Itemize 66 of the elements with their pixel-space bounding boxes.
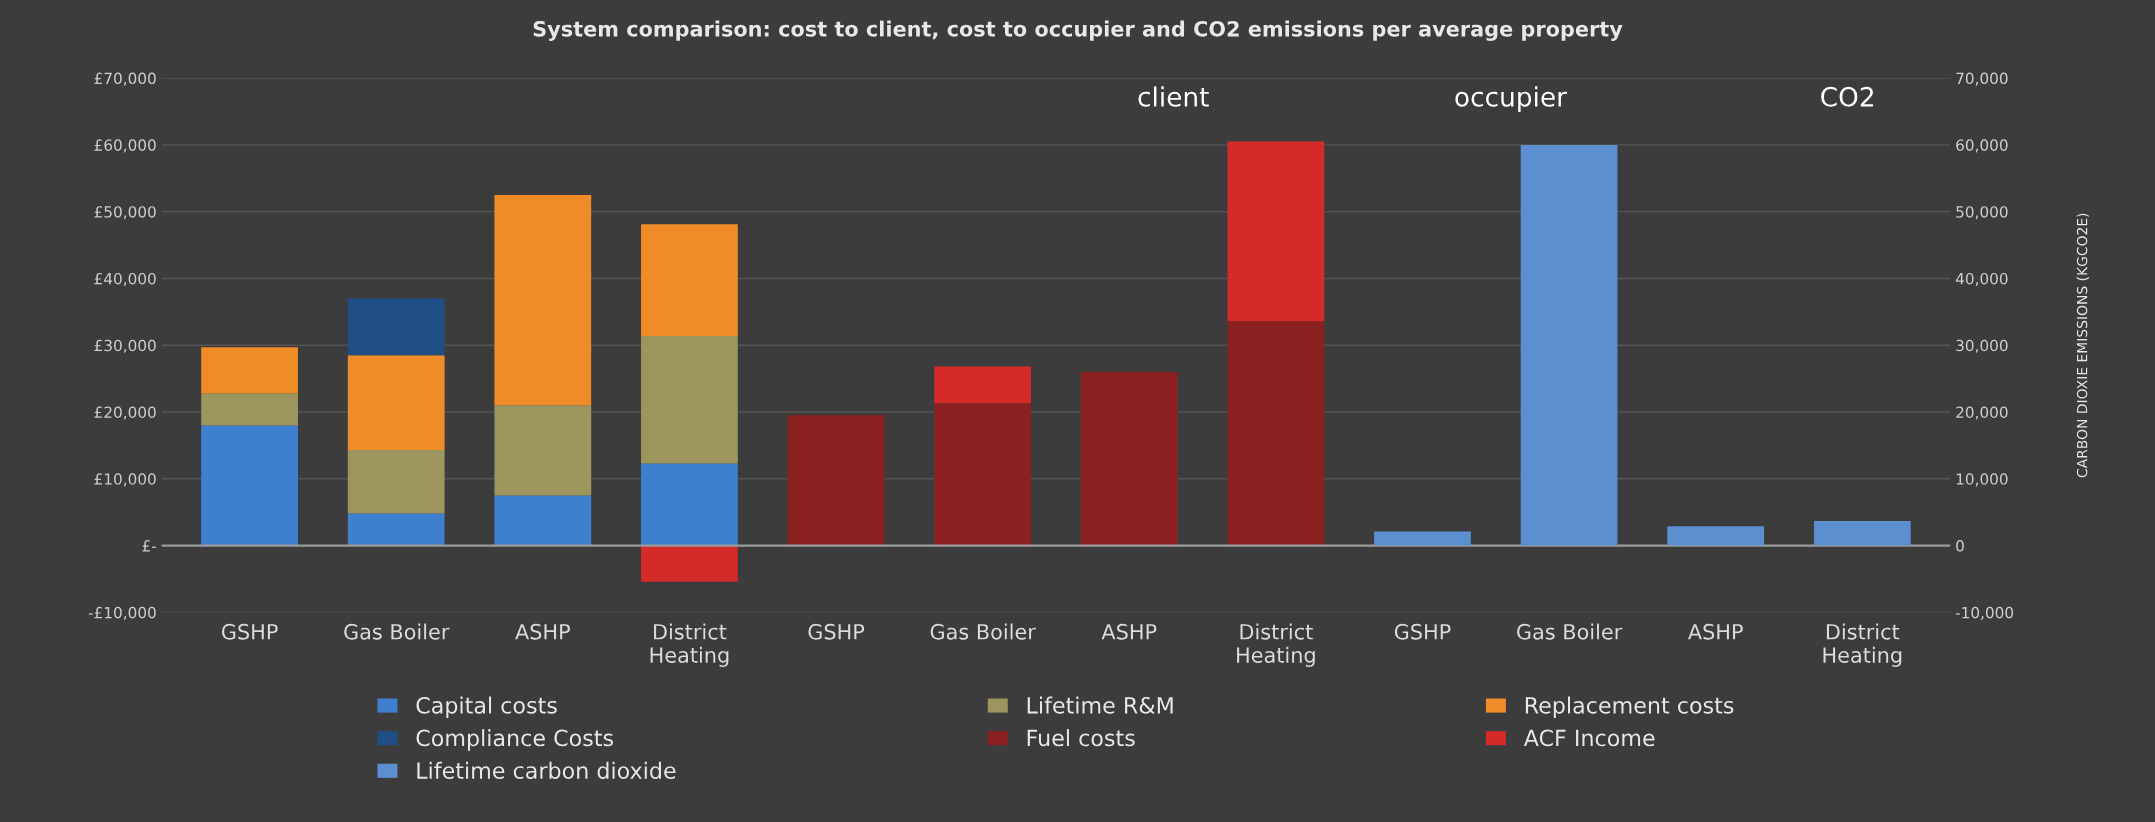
bar	[347, 450, 445, 514]
bar	[1374, 531, 1471, 546]
x-tick-label: GSHP	[221, 623, 278, 640]
y2-axis-title: CARBON DIOXIE EMISSIONS (KGCO2E)	[2076, 213, 2089, 478]
bar	[934, 403, 1032, 546]
x-tick-label: Gas Boiler	[344, 623, 450, 640]
bar	[641, 545, 738, 582]
bar	[201, 425, 298, 546]
y2-tick-label: 20,000	[1956, 406, 2008, 420]
legend-label: Lifetime R&M	[1027, 696, 1173, 714]
y-tick-label: -£10,000	[88, 606, 156, 620]
bar	[494, 194, 592, 406]
bar	[934, 366, 1032, 404]
x-tick-label: GSHP	[1394, 623, 1451, 640]
legend-label: Compliance Costs	[416, 729, 613, 751]
annotation: occupier	[1455, 86, 1567, 112]
x-tick-label: ASHP	[515, 623, 570, 640]
y-tick-label: £20,000	[94, 406, 156, 420]
bar	[1227, 321, 1325, 546]
bar	[1520, 144, 1618, 546]
y2-tick-label: 30,000	[1956, 339, 2008, 353]
annotation: CO2	[1821, 86, 1873, 107]
bar	[641, 224, 738, 336]
y-tick-label: £-	[142, 540, 157, 552]
y-tick-label: £50,000	[94, 206, 156, 220]
y2-tick-label: -10,000	[1955, 606, 2014, 620]
bar	[641, 335, 738, 464]
y2-tick-label: 60,000	[1956, 139, 2008, 153]
legend-label: ACF Income	[1523, 729, 1655, 747]
x-tick-label: GSHP	[808, 623, 865, 640]
legend-label: Fuel costs	[1027, 729, 1135, 747]
legend-label: Lifetime carbon dioxide	[417, 761, 676, 779]
y2-tick-label: 50,000	[1956, 206, 2008, 220]
y-tick-label: £40,000	[94, 272, 156, 287]
chart-title: System comparison: cost to client, cost to occupier and CO2 emissions per average property	[533, 20, 1623, 41]
y2-tick-label: 70,000	[1956, 72, 2008, 86]
y2-tick-label: 0	[1956, 540, 1964, 552]
x-tick-label: ASHP	[1688, 623, 1743, 640]
y-tick-label: £60,000	[94, 139, 156, 153]
bar	[347, 513, 445, 546]
bar	[641, 463, 738, 546]
bar	[347, 298, 445, 356]
x-tick-label: District Heating	[650, 623, 729, 667]
bar	[201, 347, 298, 394]
x-tick-label: District Heating	[1823, 623, 1902, 667]
x-tick-label: Gas Boiler	[1517, 623, 1623, 640]
bar	[494, 405, 592, 496]
bar	[787, 415, 885, 546]
bar	[1667, 526, 1765, 546]
x-tick-label: ASHP	[1101, 623, 1157, 640]
bar	[1080, 371, 1178, 546]
bar	[1813, 520, 1911, 546]
annotation: client	[1138, 86, 1209, 107]
y-tick-label: £30,000	[94, 339, 156, 353]
legend-label: Capital costs	[416, 696, 557, 719]
bar	[494, 495, 592, 546]
y2-tick-label: 40,000	[1955, 272, 2008, 287]
bar	[1227, 141, 1325, 322]
x-tick-label: Gas Boiler	[930, 623, 1036, 640]
legend-label: Replacement costs	[1525, 696, 1734, 719]
bar	[201, 393, 298, 426]
y-tick-label: £10,000	[94, 473, 156, 487]
bar	[347, 355, 445, 451]
x-tick-label: District Heating	[1237, 623, 1315, 667]
y-tick-label: £70,000	[94, 72, 156, 86]
y2-tick-label: 10,000	[1956, 473, 2008, 487]
